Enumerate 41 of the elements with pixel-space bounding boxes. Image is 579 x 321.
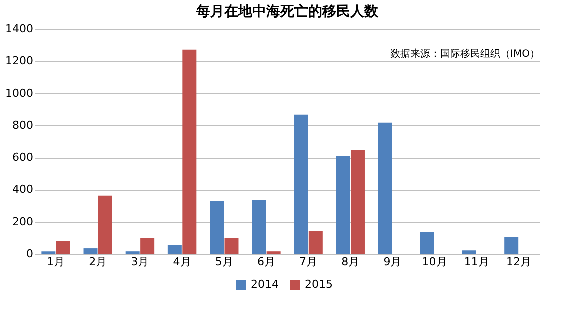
y-tick-label: 800 [12,118,34,132]
x-tick-label: 5月 [215,256,234,268]
legend-label: 2014 [251,278,279,291]
y-tick-label: 0 [26,248,34,260]
bar [462,250,477,254]
x-tick-label: 8月 [342,256,360,268]
bar [98,196,112,254]
bar [350,150,365,254]
bar [378,122,392,254]
y-tick-label: 1400 [6,22,34,36]
bar [182,50,197,254]
y-tick-label: 1000 [6,86,34,100]
y-tick-label: 200 [12,215,34,228]
bar [224,238,239,254]
bar [210,200,224,254]
chart-title: 每月在地中海死亡的移民人数 [196,3,380,20]
bar [84,248,98,254]
y-tick-label: 600 [12,151,34,164]
x-tick-label: 4月 [173,256,192,268]
y-tick-label: 1200 [6,54,34,68]
x-tick-label: 10月 [422,256,448,268]
bar [252,200,266,254]
bar [294,114,308,254]
bar [420,232,434,254]
bar [168,245,182,254]
legend-label: 2015 [305,278,333,291]
x-tick-label: 3月 [131,256,150,268]
bar [56,241,70,254]
x-tick-label: 7月 [300,256,318,268]
annotation: 数据来源：国际移民组织（IMO） [390,48,540,60]
y-tick-label: 400 [12,183,34,196]
x-tick-label: 6月 [257,256,276,268]
x-tick-label: 1月 [47,256,66,268]
x-tick-label: 9月 [384,256,402,268]
bar [140,238,155,254]
bar [336,156,350,254]
x-tick-label: 12月 [506,256,532,268]
x-tick-label: 11月 [464,256,490,268]
x-tick-label: 2月 [89,256,108,268]
bar [308,231,323,254]
bar [504,237,519,254]
